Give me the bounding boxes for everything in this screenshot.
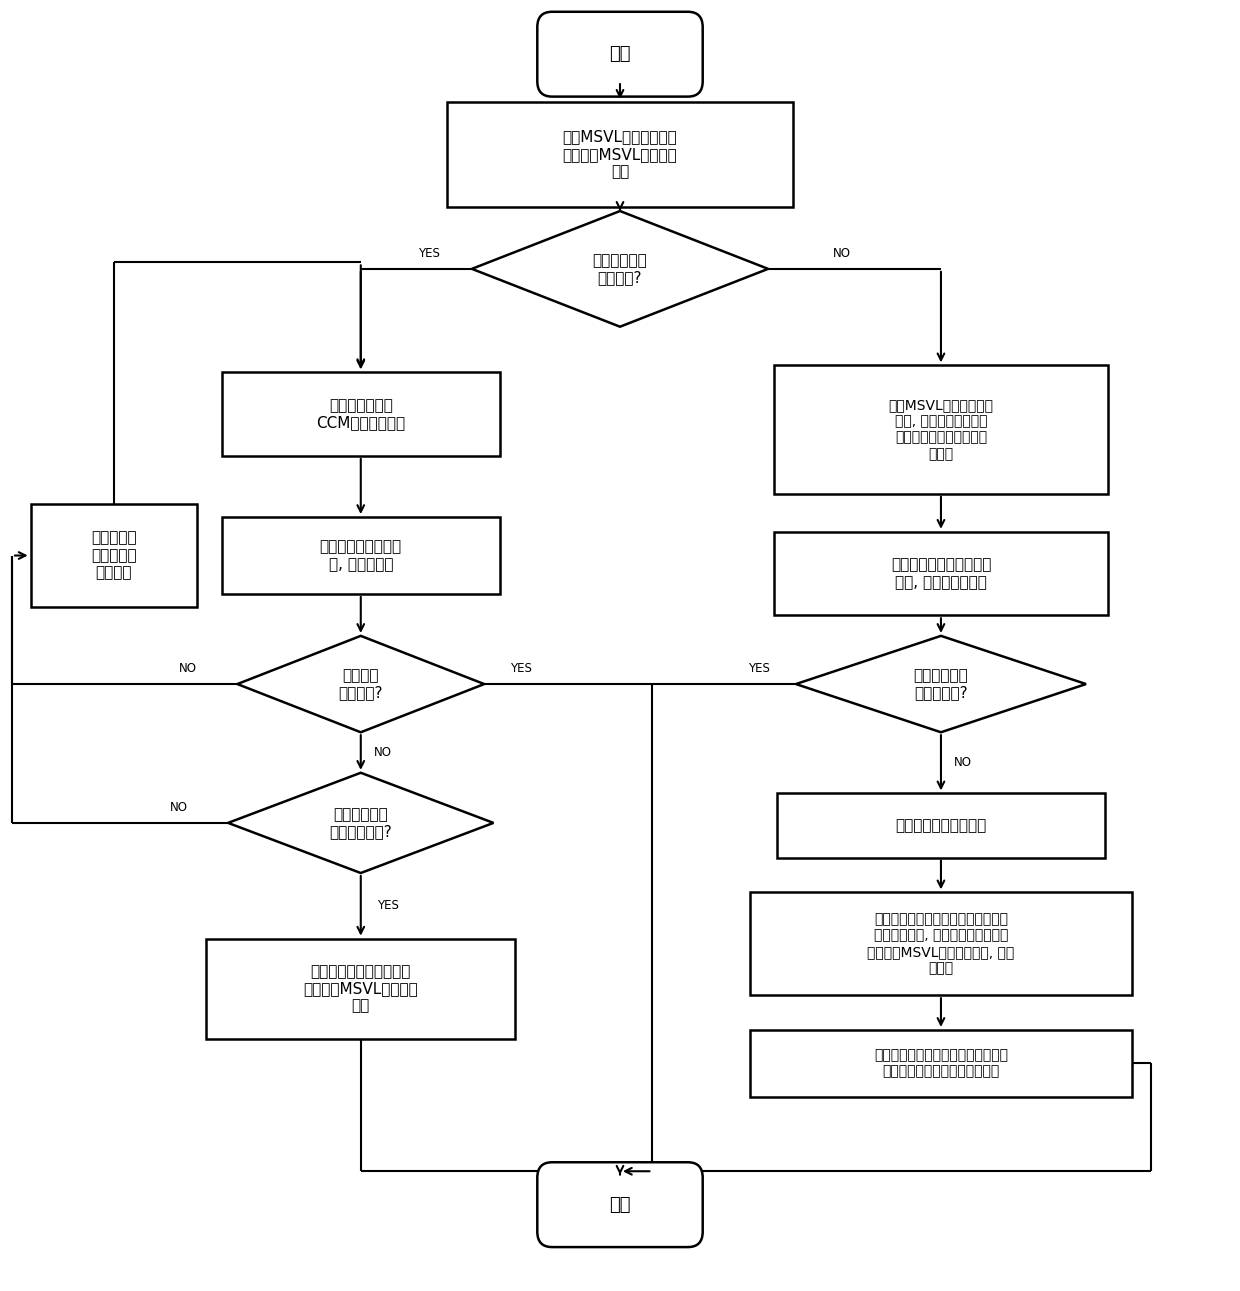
Text: 将新进程执行体中的语句
作为普通MSVL程序进行
执行: 将新进程执行体中的语句 作为普通MSVL程序进行 执行 [304, 964, 418, 1013]
Text: YES: YES [377, 900, 399, 913]
Text: 按照MSVL程序语法定义
声明一个MSVL多核并行
程序: 按照MSVL程序语法定义 声明一个MSVL多核并行 程序 [563, 129, 677, 179]
Text: 结束: 结束 [609, 1195, 631, 1214]
Text: 该程序是否为
单个进程?: 该程序是否为 单个进程? [593, 253, 647, 285]
Text: 开始: 开始 [609, 45, 631, 63]
FancyBboxPatch shape [537, 12, 703, 97]
Text: 对于执行体不为空且时序区间表达式
为空的新进程, 将其执行体中的语句
作为普通MSVL程序进行执行, 删除
新进程: 对于执行体不为空且时序区间表达式 为空的新进程, 将其执行体中的语句 作为普通M… [867, 913, 1014, 975]
Text: 为新进程构
造新的柱面
计算模型: 为新进程构 造新的柱面 计算模型 [91, 531, 136, 581]
Bar [774, 365, 1107, 494]
Polygon shape [472, 210, 768, 327]
Polygon shape [796, 636, 1086, 732]
Bar [750, 1030, 1132, 1096]
Text: 为执行体不为空且时序区间表达式不
为空的新进程构造柱面计算模型: 为执行体不为空且时序区间表达式不 为空的新进程构造柱面计算模型 [874, 1048, 1008, 1078]
Text: YES: YES [511, 662, 532, 675]
Bar [774, 532, 1107, 616]
Polygon shape [237, 636, 484, 732]
Bar [448, 102, 792, 207]
Polygon shape [228, 773, 494, 873]
Text: 所有新进程执
行体均为空?: 所有新进程执 行体均为空? [914, 667, 968, 700]
Bar [31, 503, 197, 607]
Text: NO: NO [179, 662, 197, 675]
Text: NO: NO [833, 247, 851, 259]
Text: 新进程执
行体为空?: 新进程执 行体为空? [339, 667, 383, 700]
Bar [222, 372, 500, 456]
Text: 对每一个单进程进行一次
解释, 分别生成新进程: 对每一个单进程进行一次 解释, 分别生成新进程 [890, 558, 991, 590]
Bar [222, 516, 500, 594]
Text: NO: NO [374, 746, 392, 759]
Bar [777, 794, 1105, 857]
Text: 删除执行体为空的进程: 删除执行体为空的进程 [895, 818, 987, 833]
Text: 利用MSVL中的并行投影
方法, 控制多个并行的进
程在各自的时序区间上并
发执行: 利用MSVL中的并行投影 方法, 控制多个并行的进 程在各自的时序区间上并 发执… [888, 398, 993, 461]
Text: NO: NO [170, 800, 187, 813]
Text: NO: NO [954, 757, 972, 769]
Text: YES: YES [418, 247, 440, 259]
Text: 对单进程进行一次解
释, 生成新进程: 对单进程进行一次解 释, 生成新进程 [320, 540, 402, 572]
Bar [207, 939, 515, 1039]
Bar [750, 892, 1132, 995]
FancyBboxPatch shape [537, 1162, 703, 1247]
Text: 新进程时序区
间表达式为空?: 新进程时序区 间表达式为空? [330, 807, 392, 839]
Text: 对单进程构成的
CCM模型进行解释: 对单进程构成的 CCM模型进行解释 [316, 398, 405, 430]
Text: YES: YES [748, 662, 770, 675]
